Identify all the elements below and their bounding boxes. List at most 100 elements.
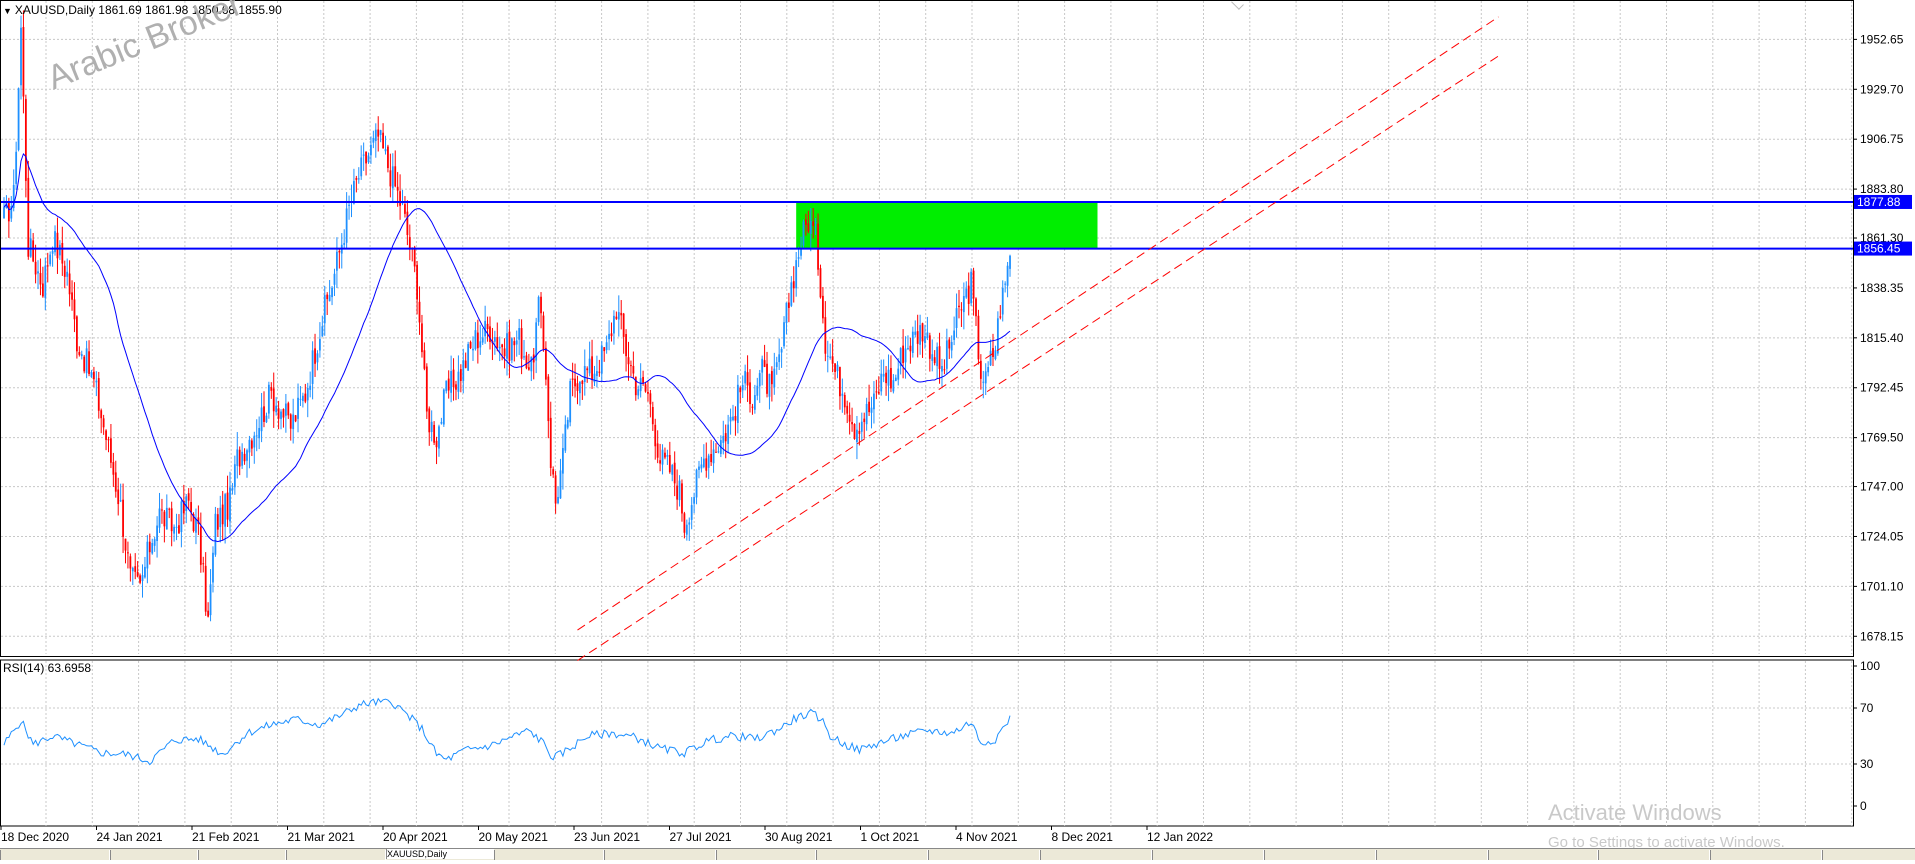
candle-bear <box>187 493 190 501</box>
candle-bear <box>41 283 44 297</box>
candle-bear <box>858 430 861 434</box>
candle-bear <box>238 449 241 467</box>
candle-bull <box>873 393 875 410</box>
candle-bear <box>22 27 25 97</box>
candle-bear <box>7 201 10 222</box>
candle-bull <box>37 271 39 274</box>
candle-bull <box>911 331 914 353</box>
candle-bear <box>161 509 163 511</box>
candle-bear <box>979 360 982 379</box>
chart-tab[interactable] <box>1488 850 1598 860</box>
candle-bear <box>27 177 30 257</box>
candle-bull <box>144 566 146 578</box>
candle-bear <box>100 410 103 419</box>
chart-tab[interactable] <box>1264 850 1376 860</box>
candle-bull <box>761 358 764 373</box>
candle-bull <box>336 251 338 271</box>
candle-bear <box>129 556 132 569</box>
candle-bear <box>831 356 834 364</box>
candle-bear <box>975 298 977 317</box>
candle-bull <box>219 507 222 528</box>
candle-bear <box>598 371 601 373</box>
candle-bull <box>707 455 710 468</box>
candle-bull <box>80 354 83 357</box>
candle-bear <box>139 575 141 583</box>
candle-bull <box>987 367 990 373</box>
candle-bear <box>382 132 384 149</box>
candle-bear <box>644 384 647 392</box>
chart-tab[interactable] <box>816 850 928 860</box>
candle-bull <box>856 429 858 443</box>
candle-bear <box>520 328 523 359</box>
candle-bull <box>887 369 890 386</box>
chart-tab[interactable] <box>928 850 1040 860</box>
candle-bull <box>518 328 521 340</box>
rsi-plot-frame <box>0 659 1854 827</box>
candle-bull <box>693 497 696 504</box>
candle-bull <box>588 358 591 374</box>
candle-bull <box>899 348 902 367</box>
chart-tab[interactable] <box>604 850 716 860</box>
candle-bear <box>93 371 95 380</box>
candle-bull <box>919 325 922 345</box>
chart-tab[interactable] <box>1710 850 1822 860</box>
chart-tab[interactable] <box>1598 850 1710 860</box>
chart-tab[interactable]: XAUUSD,Daily <box>386 849 494 859</box>
candle-bear <box>683 513 686 533</box>
candle-bull <box>836 364 839 372</box>
candle-bear <box>226 492 229 520</box>
price-label-lower: 1856.45 <box>1857 242 1901 256</box>
candle-bull <box>95 380 98 383</box>
candle-bear <box>958 305 960 308</box>
chart-tab[interactable] <box>286 850 386 860</box>
candle-bull <box>753 395 756 410</box>
x-tick-label: 21 Mar 2021 <box>288 830 356 844</box>
candle-bear <box>148 541 151 553</box>
chart-tab[interactable] <box>1152 850 1264 860</box>
chart-tab[interactable] <box>716 850 816 860</box>
activate-windows-title: Activate Windows <box>1548 800 1722 825</box>
candle-bear <box>178 525 180 534</box>
candle-bull <box>671 465 674 475</box>
candle-bear <box>355 178 358 180</box>
chart-tab[interactable] <box>1822 850 1915 860</box>
x-tick-label: 30 Aug 2021 <box>765 830 833 844</box>
rsi-tick-label: 100 <box>1860 659 1880 673</box>
candle-bear <box>591 356 593 380</box>
candle-bull <box>165 507 168 530</box>
chart-tab[interactable] <box>0 850 110 860</box>
candle-bull <box>214 513 217 555</box>
candle-bull <box>953 330 956 340</box>
candle-bear <box>124 538 127 551</box>
candle-bear <box>163 511 166 527</box>
candle-bull <box>802 221 805 246</box>
candle-bear <box>846 405 849 414</box>
candle-bull <box>85 348 88 374</box>
candle-bear <box>634 376 637 396</box>
candle-bull <box>58 244 61 256</box>
candle-bull <box>241 451 244 466</box>
supply-zone <box>796 201 1098 249</box>
x-tick-label: 18 Dec 2020 <box>1 830 69 844</box>
candle-bear <box>676 485 679 500</box>
candle-bull <box>637 389 640 396</box>
candle-bear <box>656 443 659 458</box>
candle-bull <box>717 451 720 453</box>
chart-tab[interactable] <box>1040 850 1152 860</box>
candle-bear <box>197 517 200 524</box>
candle-bull <box>994 350 997 360</box>
chart-tab[interactable] <box>198 850 286 860</box>
chart-tab[interactable] <box>110 850 198 860</box>
candle-bear <box>455 384 457 390</box>
candle-bull <box>391 166 394 189</box>
candle-bull <box>343 243 346 245</box>
candle-bear <box>63 265 66 277</box>
candle-bull <box>758 373 761 387</box>
candle-bull <box>523 356 525 358</box>
chart-tab[interactable] <box>494 850 604 860</box>
candle-bull <box>321 326 324 337</box>
candle-bull <box>613 315 615 334</box>
chart-tab[interactable] <box>1376 850 1488 860</box>
